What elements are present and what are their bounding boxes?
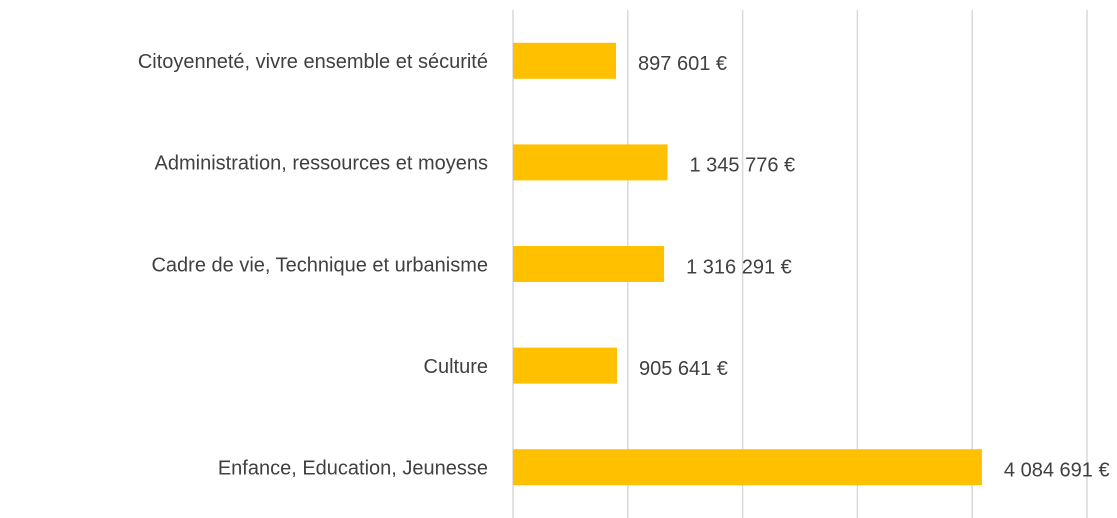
- bar: [513, 347, 617, 384]
- bar: [513, 42, 617, 79]
- category-label: Culture: [424, 356, 488, 378]
- data-label: 1 345 776 €: [689, 155, 795, 177]
- bar: [513, 144, 668, 181]
- category-label: Cadre de vie, Technique et urbanisme: [151, 254, 488, 276]
- data-label: 897 601 €: [638, 53, 727, 75]
- category-label: Administration, ressources et moyens: [155, 153, 488, 175]
- data-label: 4 084 691 €: [1004, 459, 1110, 481]
- bar: [513, 449, 982, 486]
- bar: [513, 246, 665, 282]
- category-label: Enfance, Education, Jeunesse: [218, 457, 488, 479]
- data-label: 905 641 €: [639, 358, 728, 380]
- data-label: 1 316 291 €: [686, 256, 792, 278]
- category-label: Citoyenneté, vivre ensemble et sécurité: [138, 51, 488, 73]
